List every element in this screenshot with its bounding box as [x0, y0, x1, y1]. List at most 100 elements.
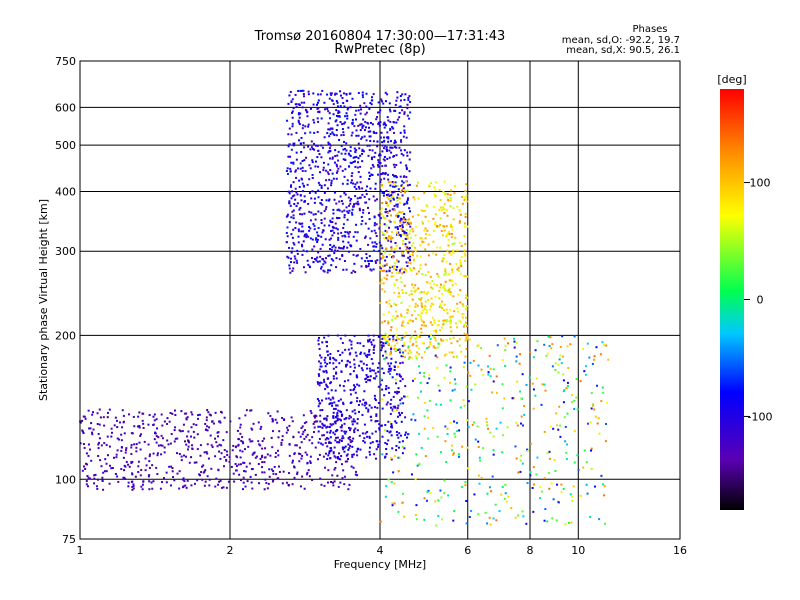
data-point — [373, 222, 376, 225]
data-point — [392, 471, 395, 474]
data-point — [397, 231, 400, 234]
data-point — [317, 149, 320, 152]
data-point — [444, 280, 447, 283]
data-point — [450, 189, 453, 192]
data-point — [446, 319, 449, 322]
data-point — [332, 423, 335, 426]
data-point — [297, 112, 300, 115]
data-point — [357, 157, 360, 160]
data-point — [377, 213, 380, 216]
data-point — [373, 155, 376, 158]
data-point — [359, 181, 362, 184]
data-point — [319, 402, 322, 405]
data-point — [290, 133, 293, 136]
data-point — [290, 185, 293, 188]
data-point — [414, 330, 417, 333]
data-point — [406, 154, 409, 157]
data-point — [419, 381, 422, 384]
data-point — [344, 193, 347, 196]
data-point — [305, 421, 308, 424]
data-point — [342, 134, 345, 137]
data-point — [334, 246, 337, 249]
data-point — [401, 228, 404, 231]
data-point — [310, 140, 313, 143]
data-point — [389, 120, 392, 123]
data-point — [301, 425, 304, 428]
data-point — [387, 320, 390, 323]
data-point — [84, 417, 87, 420]
data-point — [328, 452, 331, 455]
data-point — [399, 380, 402, 383]
data-point — [327, 122, 330, 125]
data-point — [363, 195, 366, 198]
data-point — [397, 292, 400, 295]
data-point — [317, 234, 320, 237]
data-point — [407, 352, 410, 355]
data-point — [190, 484, 193, 487]
data-point — [244, 448, 247, 451]
data-point — [369, 375, 372, 378]
data-point — [368, 353, 371, 356]
data-point — [466, 225, 469, 228]
data-point — [276, 449, 279, 452]
data-point — [387, 197, 390, 200]
data-point — [81, 430, 84, 433]
data-point — [340, 429, 343, 432]
data-point — [141, 419, 144, 422]
data-point — [436, 435, 439, 438]
data-point — [236, 456, 239, 459]
data-point — [269, 454, 272, 457]
data-point — [463, 222, 466, 225]
data-point — [607, 358, 610, 361]
data-point — [432, 426, 435, 429]
data-point — [148, 453, 151, 456]
data-point — [593, 355, 596, 358]
data-point — [208, 478, 211, 481]
data-point — [566, 381, 569, 384]
data-point — [358, 187, 361, 190]
data-point — [465, 500, 468, 503]
data-point — [390, 362, 393, 365]
data-point — [381, 144, 384, 147]
data-point — [420, 237, 423, 240]
data-point — [345, 416, 348, 419]
data-point — [82, 415, 85, 418]
data-point — [348, 153, 351, 156]
data-point — [532, 356, 535, 359]
data-point — [402, 221, 405, 224]
data-point — [122, 476, 125, 479]
data-point — [315, 103, 318, 106]
data-point — [431, 316, 434, 319]
data-point — [378, 428, 381, 431]
data-point — [334, 249, 337, 252]
data-point — [384, 201, 387, 204]
data-point — [458, 241, 461, 244]
data-point — [337, 115, 340, 118]
data-point — [412, 230, 415, 233]
data-point — [410, 290, 413, 293]
data-point — [178, 452, 181, 455]
data-point — [584, 365, 587, 368]
data-point — [319, 425, 322, 428]
data-point — [316, 420, 319, 423]
data-point — [501, 485, 504, 488]
data-point — [401, 194, 404, 197]
data-point — [225, 450, 228, 453]
data-point — [195, 423, 198, 426]
data-point — [166, 439, 169, 442]
colorbar-tick-label: -100 — [748, 410, 773, 423]
data-point — [310, 412, 313, 415]
data-point — [182, 478, 185, 481]
data-point — [463, 198, 466, 201]
data-point — [263, 471, 266, 474]
data-point — [333, 231, 336, 234]
data-point — [505, 500, 508, 503]
data-point — [318, 437, 321, 440]
data-point — [485, 417, 488, 420]
data-point — [406, 103, 409, 106]
data-point — [447, 244, 450, 247]
data-point — [302, 230, 305, 233]
data-point — [385, 352, 388, 355]
data-point — [327, 269, 330, 272]
data-point — [443, 229, 446, 232]
